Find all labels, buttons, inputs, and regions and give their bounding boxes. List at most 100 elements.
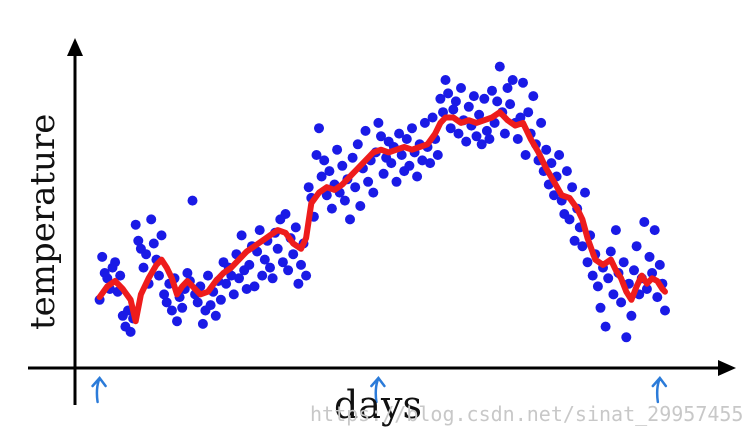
scatter-point <box>440 75 451 85</box>
scatter-point <box>360 125 371 136</box>
scatter-point <box>505 99 516 110</box>
scatter-point <box>339 195 350 206</box>
scatter-point <box>249 281 260 292</box>
scatter-point <box>600 321 611 332</box>
scatter-point <box>639 217 650 227</box>
scatter-point <box>453 128 464 139</box>
scatter-point <box>608 289 619 300</box>
scatter-point <box>474 109 485 120</box>
scatter-point <box>280 209 291 219</box>
scatter-point <box>523 107 534 118</box>
scatter-point <box>350 182 361 193</box>
scatter-point <box>241 284 252 294</box>
scatter-point <box>156 230 167 241</box>
scatter-point <box>569 235 580 246</box>
scatter-point <box>236 230 247 241</box>
scatter-point <box>192 297 203 308</box>
x-axis-arrowhead <box>718 360 736 376</box>
scatter-point <box>197 318 208 329</box>
scatter-point <box>368 187 379 198</box>
scatter-point <box>554 150 565 160</box>
scatter-point <box>141 249 152 260</box>
scatter-point <box>210 310 221 321</box>
scatter-point <box>267 273 278 284</box>
scatter-point <box>580 187 590 198</box>
scatter-point <box>644 251 655 262</box>
annotations <box>91 376 668 404</box>
scatter-point <box>582 257 593 268</box>
scatter-point <box>125 326 136 337</box>
scatter-point <box>463 101 474 112</box>
scatter-point <box>311 150 322 160</box>
scatter-point <box>394 128 405 139</box>
scatter-point <box>427 112 438 123</box>
scatter-point <box>221 278 232 289</box>
scatter-point <box>345 214 355 225</box>
scatter-point <box>605 246 616 257</box>
scatter-point <box>182 268 193 278</box>
smoothed-average-line <box>96 109 668 325</box>
scatter-point <box>386 158 397 169</box>
scatter-point <box>288 249 299 260</box>
scatter-point <box>259 254 270 265</box>
scatter-point <box>502 83 513 93</box>
scatter-point <box>461 136 472 147</box>
scatter-point <box>499 128 510 139</box>
scatter-point <box>290 222 301 233</box>
scatter-point <box>391 176 402 187</box>
scatter-point <box>337 160 348 171</box>
arrow-marker <box>370 376 386 404</box>
scatter-point <box>621 332 632 343</box>
scatter-point <box>419 117 430 128</box>
scatter-point <box>154 270 164 281</box>
scatter-point <box>265 262 275 273</box>
scatter-point <box>203 270 213 281</box>
scatter-point <box>610 225 621 236</box>
scatter-point <box>332 144 343 155</box>
scatter-point <box>407 123 417 134</box>
scatter-point <box>177 302 188 313</box>
scatter-point <box>520 150 531 160</box>
scatter-point <box>592 281 603 292</box>
scatter-point <box>172 316 182 327</box>
scatter-point <box>257 270 268 281</box>
y-axis-arrowhead <box>67 38 83 56</box>
scatter-point <box>277 257 288 268</box>
scatter-point <box>296 259 306 270</box>
scatter-point <box>481 125 492 136</box>
scatter-point <box>102 273 113 284</box>
scatter-point <box>647 268 658 278</box>
scatter-point <box>133 235 144 246</box>
scatter-point <box>301 270 312 281</box>
scatter-point <box>629 265 639 276</box>
scatter-point <box>468 91 479 102</box>
scatter-point <box>587 270 598 281</box>
axes <box>28 38 736 405</box>
scatter-point <box>626 310 637 321</box>
scatter-point <box>159 289 170 300</box>
scatter-point <box>326 203 337 214</box>
scatter-point <box>97 251 108 262</box>
scatter-point <box>234 273 244 284</box>
scatter-point <box>283 265 294 276</box>
scatter-point <box>654 259 665 270</box>
scatter-point <box>603 273 614 284</box>
scatter-point <box>476 139 487 150</box>
scatter-point <box>479 93 490 104</box>
scatter-point <box>641 284 652 294</box>
scatter-point <box>187 195 198 206</box>
scatter-point <box>652 292 663 303</box>
scatter-point <box>443 88 454 99</box>
scatter-point <box>492 96 503 107</box>
scatter-point <box>148 238 159 249</box>
scatter-point <box>373 117 384 128</box>
scatter-point <box>138 262 149 273</box>
scatter-point <box>484 134 495 144</box>
scatter-point <box>432 150 443 160</box>
scatter-point <box>404 160 415 171</box>
scatter-point <box>166 305 177 316</box>
scatter-point <box>512 134 523 144</box>
scatter-point <box>303 182 314 193</box>
scatter-point <box>546 158 557 169</box>
